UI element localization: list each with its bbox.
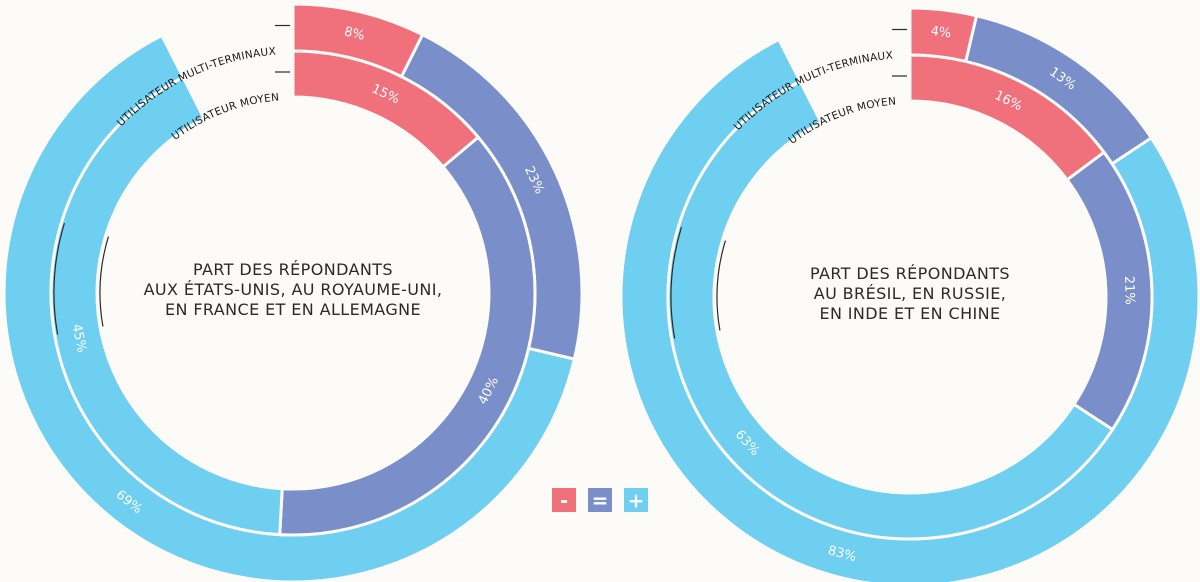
center-label-line: AUX ÉTATS-UNIS, AU ROYAUME-UNI, <box>144 280 443 299</box>
legend-swatch-minus <box>552 488 576 512</box>
ring-moyen: 16%21%63% <box>666 53 1154 541</box>
center-label-line: EN INDE ET EN CHINE <box>819 304 1000 323</box>
segment-label-plus: 83% <box>826 543 858 565</box>
donut-chart-1: 8%23%69%15%40%45%UTILISATEUR MULTI-TERMI… <box>2 2 584 582</box>
legend-symbol-plus: + <box>628 489 645 513</box>
segment-plus <box>666 79 1115 541</box>
ring-moyen: 15%40%45% <box>49 49 537 537</box>
donut-chart-2: 4%13%83%16%21%63%UTILISATEUR MULTI-TERMI… <box>619 6 1200 582</box>
segment-plus <box>49 75 284 537</box>
segment-label-minus: 8% <box>343 24 367 43</box>
legend-swatch-equal <box>588 488 612 512</box>
leader-arc <box>53 222 66 335</box>
center-label-line: EN FRANCE ET EN ALLEMAGNE <box>165 300 421 319</box>
center-label-line: AU BRÉSIL, EN RUSSIE, <box>814 284 1007 303</box>
leader-arc <box>716 240 727 331</box>
segment-label-minus: 4% <box>930 24 952 41</box>
center-label-line: PART DES RÉPONDANTS <box>810 264 1010 283</box>
leader-arc <box>670 226 683 339</box>
center-label-line: PART DES RÉPONDANTS <box>193 260 393 279</box>
segment-label-equal: 21% <box>1121 276 1137 305</box>
segment-label-plus: 45% <box>68 323 89 354</box>
legend-symbol-equal: = <box>592 489 609 513</box>
legend-swatch-plus <box>624 488 648 512</box>
legend-symbol-minus: - <box>560 489 568 513</box>
legend: - = + <box>552 488 648 513</box>
leader-arc <box>99 236 110 327</box>
